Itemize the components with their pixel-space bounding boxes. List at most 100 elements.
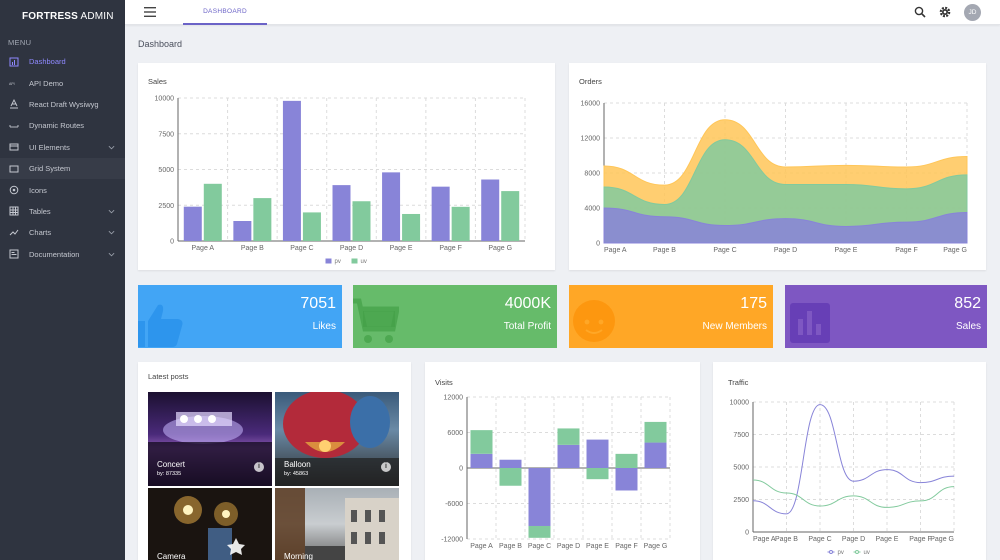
stat-total-profit: 4000K Total Profit bbox=[353, 285, 557, 348]
legend-label: uv bbox=[361, 259, 367, 265]
sidebar-item-ui-elements[interactable]: UI Elements bbox=[0, 137, 125, 158]
sidebar-item-tables[interactable]: Tables bbox=[0, 201, 125, 222]
bar-uv bbox=[402, 213, 421, 241]
bar-uv bbox=[586, 468, 609, 480]
stat-value: 7051 bbox=[300, 295, 336, 312]
x-tick-label: Page B bbox=[775, 536, 798, 543]
y-tick-label: 2500 bbox=[158, 203, 174, 210]
menu-icon[interactable] bbox=[144, 7, 156, 17]
y-tick-label: 0 bbox=[745, 530, 749, 537]
sidebar-item-react-draft-wysiwyg[interactable]: React Draft Wysiwyg bbox=[0, 94, 125, 115]
sidebar-item-label: Icons bbox=[29, 185, 47, 195]
y-tick-label: 12000 bbox=[581, 136, 601, 143]
x-tick-label: Page D bbox=[557, 543, 580, 550]
chevron-down-icon[interactable] bbox=[108, 229, 115, 236]
line-chart-icon bbox=[8, 227, 20, 239]
x-tick-label: Page A bbox=[604, 247, 627, 254]
x-tick-label: Page B bbox=[499, 543, 522, 550]
face-icon bbox=[573, 300, 615, 342]
sidebar-item-charts[interactable]: Charts bbox=[0, 222, 125, 243]
bar-uv bbox=[644, 421, 667, 443]
sidebar: FORTRESS ADMIN MENU Dashboard API API Demo… bbox=[0, 0, 125, 560]
chevron-down-icon[interactable] bbox=[108, 208, 115, 215]
stat-label: Sales bbox=[955, 321, 981, 332]
stat-new-members: 175 New Members bbox=[569, 285, 773, 348]
y-tick-label: 16000 bbox=[581, 101, 601, 108]
bar-pv bbox=[615, 468, 638, 491]
legend-swatch bbox=[325, 258, 332, 264]
x-tick-label: Page D bbox=[774, 247, 797, 254]
x-tick-label: Page E bbox=[876, 536, 899, 543]
menu-heading: MENU bbox=[8, 38, 32, 47]
bar-uv bbox=[253, 198, 272, 241]
sidebar-item-label: API Demo bbox=[29, 78, 64, 88]
post-morning[interactable]: Morning bbox=[275, 488, 399, 560]
y-tick-label: -12000 bbox=[441, 537, 463, 544]
bar-pv bbox=[282, 100, 301, 241]
latest-posts-card: Latest posts Concert by: 87335 i Balloon… bbox=[138, 362, 411, 560]
sidebar-item-label: Charts bbox=[29, 228, 52, 238]
sidebar-item-grid-system[interactable]: Grid System bbox=[0, 157, 125, 180]
gear-icon[interactable] bbox=[939, 6, 951, 18]
sidebar-item-dynamic-routes[interactable]: Dynamic Routes bbox=[0, 115, 125, 136]
search-icon[interactable] bbox=[914, 6, 926, 18]
cart-icon bbox=[353, 298, 399, 343]
x-tick-label: Page F bbox=[909, 536, 932, 543]
info-icon[interactable]: i bbox=[254, 462, 264, 472]
bar-pv bbox=[431, 186, 450, 241]
post-author: by: 45863 bbox=[284, 471, 309, 477]
sidebar-item-label: Documentation bbox=[29, 249, 80, 259]
bar-uv bbox=[528, 525, 551, 538]
bar-uv bbox=[470, 430, 493, 454]
x-tick-label: Page A bbox=[753, 536, 776, 543]
post-concert[interactable]: Concert by: 87335 i bbox=[148, 392, 272, 486]
concert-image bbox=[148, 412, 272, 486]
brand-logo[interactable]: FORTRESS ADMIN bbox=[22, 11, 114, 22]
y-tick-label: 8000 bbox=[584, 171, 600, 178]
bar-pv bbox=[233, 221, 252, 241]
tab-dashboard[interactable]: DASHBOARD bbox=[183, 0, 267, 25]
post-title: Camera bbox=[157, 552, 186, 560]
svg-text:API: API bbox=[9, 82, 15, 86]
sidebar-item-icons[interactable]: Icons bbox=[0, 179, 125, 200]
sidebar-item-documentation[interactable]: Documentation bbox=[0, 244, 125, 265]
x-tick-label: Page B bbox=[653, 247, 676, 254]
x-tick-label: Page C bbox=[808, 536, 831, 543]
x-tick-label: Page E bbox=[586, 543, 609, 550]
bar-uv bbox=[615, 453, 638, 468]
stat-value: 852 bbox=[954, 295, 981, 312]
grid-icon bbox=[8, 163, 20, 175]
bar-uv bbox=[352, 201, 371, 241]
y-tick-label: 10000 bbox=[155, 96, 175, 103]
y-tick-label: -6000 bbox=[445, 501, 463, 508]
y-tick-label: 0 bbox=[596, 241, 600, 248]
y-tick-label: 7500 bbox=[158, 131, 174, 138]
y-tick-label: 0 bbox=[459, 466, 463, 473]
y-tick-label: 5000 bbox=[158, 167, 174, 174]
x-tick-label: Page A bbox=[191, 245, 214, 252]
post-author: by: 87335 bbox=[157, 471, 182, 477]
stat-value: 4000K bbox=[504, 295, 551, 312]
x-tick-label: Page G bbox=[644, 543, 668, 550]
info-icon[interactable]: i bbox=[381, 462, 391, 472]
stat-label: New Members bbox=[702, 321, 767, 332]
chevron-down-icon[interactable] bbox=[108, 144, 115, 151]
chevron-down-icon[interactable] bbox=[108, 251, 115, 258]
post-camera[interactable]: Camera bbox=[148, 488, 272, 560]
traffic-card: Traffic 0 2500 5000 7500 10000 Page A Page B Pa… bbox=[713, 362, 986, 560]
balloon-image bbox=[275, 392, 399, 486]
legend-label: pv bbox=[838, 550, 844, 556]
legend-marker bbox=[855, 550, 859, 554]
legend-label: pv bbox=[335, 259, 341, 265]
post-title: Morning bbox=[284, 552, 313, 560]
sidebar-item-dashboard[interactable]: Dashboard bbox=[0, 51, 125, 72]
sidebar-item-api-demo[interactable]: API API Demo bbox=[0, 72, 125, 93]
post-balloon[interactable]: Balloon by: 45863 i bbox=[275, 392, 399, 486]
avatar[interactable]: JD bbox=[964, 4, 981, 21]
y-tick-label: 6000 bbox=[447, 430, 463, 437]
y-tick-label: 2500 bbox=[733, 497, 749, 504]
x-tick-label: Page F bbox=[439, 245, 462, 252]
bar-chart-icon bbox=[8, 56, 20, 68]
sidebar-item-label: Dashboard bbox=[29, 57, 66, 67]
line-pv bbox=[752, 404, 955, 515]
